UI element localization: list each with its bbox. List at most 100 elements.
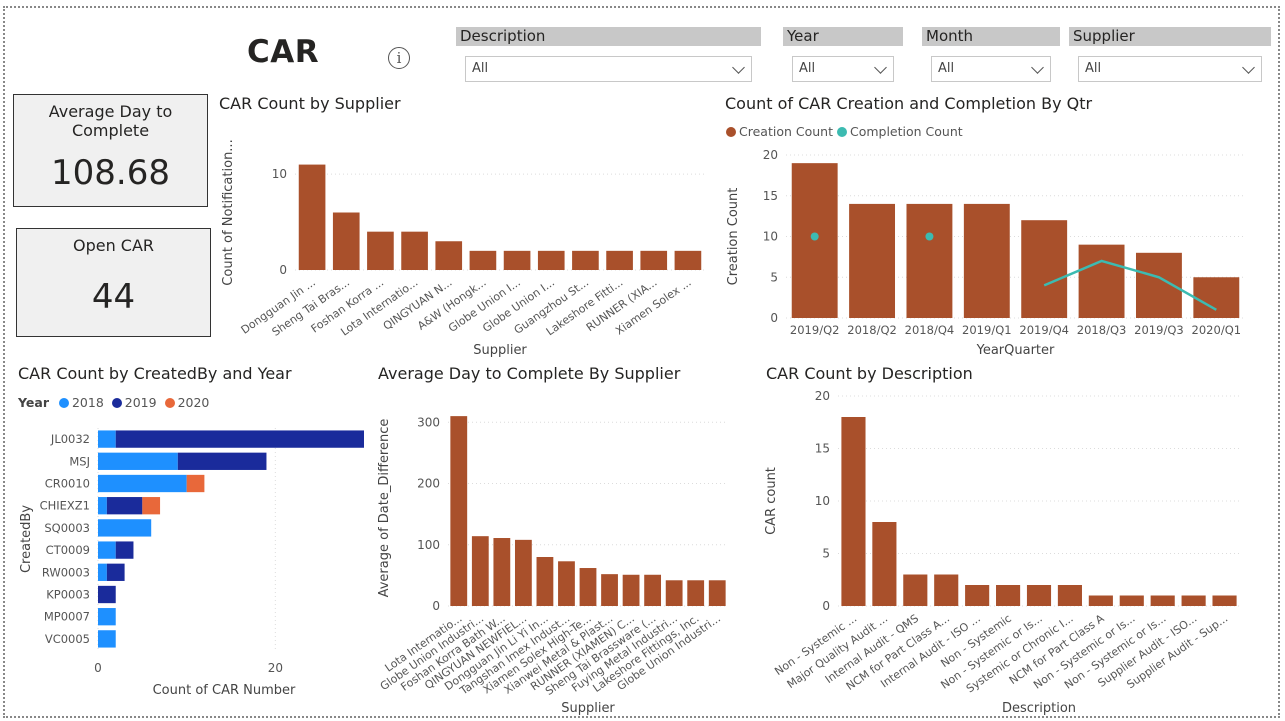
bar[interactable] xyxy=(401,231,428,270)
y-tick-label: 15 xyxy=(763,189,778,203)
y-tick-label: CR0010 xyxy=(45,477,90,491)
bar[interactable] xyxy=(1193,277,1240,318)
bar[interactable] xyxy=(469,250,497,270)
bar[interactable] xyxy=(606,250,633,270)
bar-segment-2018[interactable] xyxy=(98,541,116,559)
bar[interactable] xyxy=(841,417,866,606)
bar[interactable] xyxy=(872,522,897,606)
legend-title: Year xyxy=(18,395,49,410)
bar[interactable] xyxy=(450,416,468,606)
bar[interactable] xyxy=(791,163,838,318)
bar[interactable] xyxy=(601,574,618,606)
legend-item-2019[interactable]: 2019 xyxy=(108,395,157,410)
bar[interactable] xyxy=(849,203,896,318)
legend-item-completion[interactable]: Completion Count xyxy=(836,124,963,139)
x-tick-label: 2018/Q2 xyxy=(847,323,897,337)
bar[interactable] xyxy=(1212,595,1237,607)
bar-segment-2019[interactable] xyxy=(98,585,116,604)
y-tick-label: 10 xyxy=(763,230,778,244)
legend-item-2020[interactable]: 2020 xyxy=(161,395,209,410)
bar[interactable] xyxy=(687,580,705,606)
bar-segment-2019[interactable] xyxy=(115,541,134,559)
slicer-year-label: Year xyxy=(783,27,903,46)
bar[interactable] xyxy=(1119,595,1144,607)
bar[interactable] xyxy=(963,203,1010,318)
bar[interactable] xyxy=(572,250,599,270)
bar[interactable] xyxy=(1078,244,1125,318)
bar[interactable] xyxy=(1088,595,1113,607)
bar[interactable] xyxy=(1181,595,1206,607)
x-axis-title: YearQuarter xyxy=(976,343,1055,358)
y-tick-label: 0 xyxy=(432,599,440,613)
bar[interactable] xyxy=(1021,220,1068,318)
slicer-description-value: All xyxy=(472,61,489,76)
info-icon[interactable]: i xyxy=(388,47,410,69)
slicer-month-dropdown[interactable]: All xyxy=(931,56,1051,82)
bar[interactable] xyxy=(503,250,531,270)
bar[interactable] xyxy=(934,574,959,607)
bar[interactable] xyxy=(665,580,683,606)
bar[interactable] xyxy=(1150,595,1175,607)
slicer-description-dropdown[interactable]: All xyxy=(465,56,752,82)
card-average-day: Average Day to Complete 108.68 xyxy=(13,94,208,207)
chevron-down-icon xyxy=(1031,61,1044,74)
bar[interactable] xyxy=(1026,585,1052,606)
bar[interactable] xyxy=(493,538,511,606)
series-line-completion xyxy=(1043,259,1217,311)
bar-segment-2018[interactable] xyxy=(98,430,116,448)
completion-point[interactable] xyxy=(925,232,934,241)
bar[interactable] xyxy=(298,164,326,270)
bar-segment-2018[interactable] xyxy=(98,474,187,493)
x-tick-label: 2018/Q4 xyxy=(905,323,955,337)
x-axis-title: Supplier xyxy=(561,701,615,716)
y-tick-label: 20 xyxy=(815,389,830,403)
report-frame xyxy=(3,6,1280,718)
bar-segment-2018[interactable] xyxy=(98,519,152,537)
card-open-car-label: Open CAR xyxy=(72,236,155,255)
bar[interactable] xyxy=(435,241,463,270)
bar[interactable] xyxy=(640,250,668,270)
slicer-year-dropdown[interactable]: All xyxy=(792,56,894,82)
bar-segment-2020[interactable] xyxy=(186,474,205,493)
bar-segment-2019[interactable] xyxy=(115,430,364,448)
bar[interactable] xyxy=(708,580,726,606)
legend-item-2018[interactable]: 2018 xyxy=(53,395,104,410)
bar[interactable] xyxy=(537,250,565,270)
bar-segment-2018[interactable] xyxy=(98,452,178,470)
bar[interactable] xyxy=(644,574,662,606)
bar[interactable] xyxy=(906,203,953,318)
bar[interactable] xyxy=(558,561,575,606)
bar-segment-2018[interactable] xyxy=(98,630,116,648)
bar[interactable] xyxy=(965,585,990,606)
y-tick-label: 0 xyxy=(279,263,287,277)
bar-segment-2019[interactable] xyxy=(177,452,267,470)
bar-segment-2019[interactable] xyxy=(106,563,125,581)
y-tick-label: KP0003 xyxy=(46,588,90,602)
bar[interactable] xyxy=(471,536,489,606)
bar-segment-2018[interactable] xyxy=(98,563,107,581)
chevron-down-icon xyxy=(874,61,887,74)
slicer-description-label: Description xyxy=(456,27,761,46)
bar[interactable] xyxy=(332,212,360,271)
bar[interactable] xyxy=(367,231,394,270)
y-tick-label: 5 xyxy=(822,547,830,561)
chart-createdby: 0 20 JL0032 MSJ CR0010 CHIEXZ1 SQ0003 CT0009 RW0… xyxy=(19,428,364,698)
y-axis-title: Creation Count xyxy=(726,188,741,286)
bar[interactable] xyxy=(622,574,640,606)
bar[interactable] xyxy=(996,585,1021,606)
bar-segment-2018[interactable] xyxy=(98,497,107,515)
bar[interactable] xyxy=(674,250,702,270)
slicer-supplier-dropdown[interactable]: All xyxy=(1078,56,1262,82)
completion-point[interactable] xyxy=(810,232,819,241)
bar-segment-2019[interactable] xyxy=(106,497,143,515)
bar[interactable] xyxy=(579,568,597,606)
bar-segment-2020[interactable] xyxy=(142,497,161,515)
bar[interactable] xyxy=(514,539,532,606)
bar[interactable] xyxy=(1057,585,1082,606)
bar-segment-2018[interactable] xyxy=(98,608,116,626)
y-axis-title: Average of Date_Difference xyxy=(377,419,392,598)
x-axis-title: Description xyxy=(1002,701,1076,716)
bar[interactable] xyxy=(536,557,554,606)
bar[interactable] xyxy=(903,574,928,607)
legend-item-creation[interactable]: Creation Count xyxy=(726,124,833,139)
